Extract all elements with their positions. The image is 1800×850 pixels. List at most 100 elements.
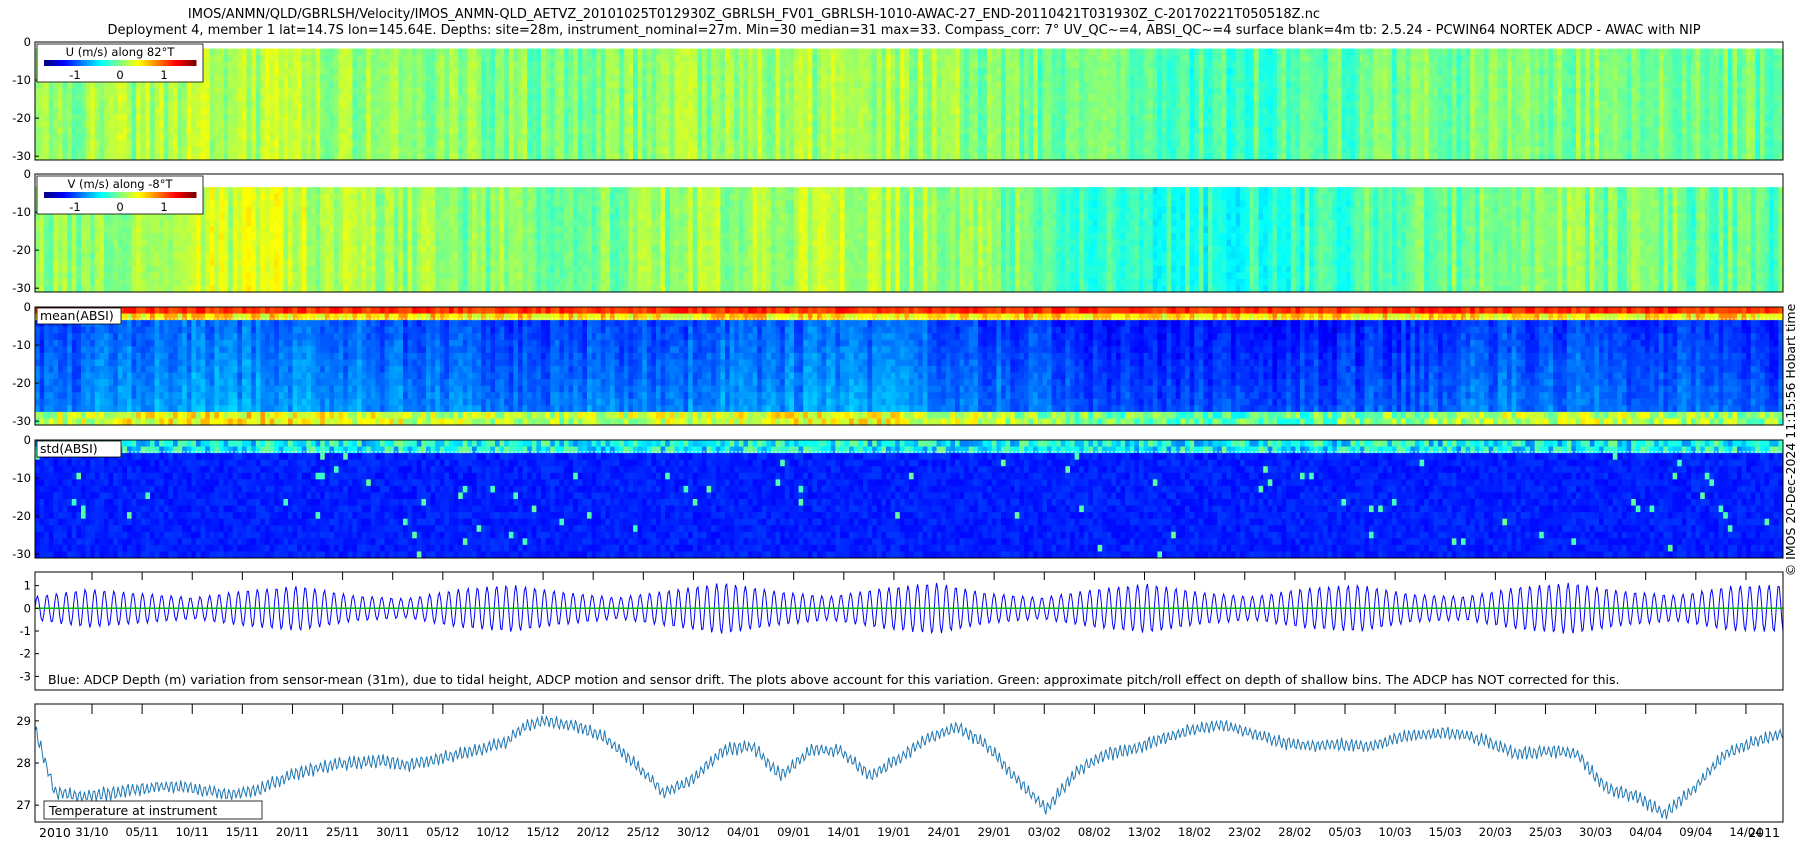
y-tick-label: 1 bbox=[24, 579, 31, 593]
v-colorbar-tick-neg: -1 bbox=[69, 200, 80, 214]
v-legend-label: V (m/s) along -8°T bbox=[68, 177, 174, 191]
y-tick-label: -10 bbox=[12, 205, 31, 219]
x-tick-label: 15/12 bbox=[526, 825, 559, 839]
y-tick-label: 0 bbox=[24, 167, 31, 181]
y-tick-label: -3 bbox=[20, 669, 31, 683]
u-colorbar-tick-pos: 1 bbox=[160, 68, 167, 82]
mean-absi-axes-frame bbox=[34, 306, 1784, 426]
x-tick-label: 20/12 bbox=[577, 825, 610, 839]
x-tick-label: 03/02 bbox=[1028, 825, 1061, 839]
panel-mean-absi: 0 -10 -20 -30 mean(ABSI) bbox=[12, 300, 1784, 428]
y-tick-label: 29 bbox=[16, 714, 31, 728]
x-tick-label: 05/03 bbox=[1328, 825, 1361, 839]
x-tick-label: 31/10 bbox=[75, 825, 108, 839]
y-tick-label: -2 bbox=[20, 647, 31, 661]
y-tick-label: -20 bbox=[12, 376, 31, 390]
y-tick-label: 0 bbox=[24, 300, 31, 314]
x-tick-label: 09/04 bbox=[1679, 825, 1712, 839]
x-tick-label: 10/11 bbox=[176, 825, 209, 839]
v-axes-frame bbox=[34, 173, 1784, 293]
y-tick-label: -10 bbox=[12, 471, 31, 485]
u-legend-label: U (m/s) along 82°T bbox=[66, 45, 176, 59]
panel-depth-variation: 1 0 -1 -2 -3 Blue: ADCP Depth (m) variation … bbox=[20, 571, 1784, 691]
y-tick-label: 28 bbox=[16, 756, 31, 770]
temperature-line bbox=[35, 714, 1783, 820]
year-label-start: 2010 bbox=[39, 825, 71, 840]
x-tick-label: 29/01 bbox=[978, 825, 1011, 839]
u-colorbar-tick-neg: -1 bbox=[69, 68, 80, 82]
x-tick-label: 14/01 bbox=[827, 825, 860, 839]
y-tick-label: -30 bbox=[12, 149, 31, 163]
year-label-end: 2011 bbox=[1748, 825, 1780, 840]
y-tick-label: -1 bbox=[20, 624, 31, 638]
x-tick-label: 05/12 bbox=[426, 825, 459, 839]
depth-y-ticks: 1 0 -1 -2 -3 bbox=[20, 579, 39, 683]
x-tick-label: 08/02 bbox=[1078, 825, 1111, 839]
x-tick-label: 23/02 bbox=[1228, 825, 1261, 839]
mean-absi-label: mean(ABSI) bbox=[40, 308, 114, 323]
temperature-x-ticks bbox=[91, 704, 1747, 714]
depth-variation-series bbox=[35, 582, 1783, 635]
y-tick-label: -20 bbox=[12, 243, 31, 257]
u-colorbar-tick-zero: 0 bbox=[116, 68, 123, 82]
x-tick-label: 18/02 bbox=[1178, 825, 1211, 839]
x-tick-label: 10/03 bbox=[1379, 825, 1412, 839]
x-tick-label: 25/03 bbox=[1529, 825, 1562, 839]
u-colorbar-legend: U (m/s) along 82°T -1 0 1 bbox=[36, 43, 204, 83]
v-colorbar-legend: V (m/s) along -8°T -1 0 1 bbox=[36, 175, 204, 215]
x-tick-label: 13/02 bbox=[1128, 825, 1161, 839]
mean-absi-heatmap bbox=[35, 307, 1783, 425]
panel-v-velocity: 0-10-20-30 V (m/s) along -8°T -1 0 1 bbox=[12, 167, 1784, 295]
x-tick-label: 04/01 bbox=[727, 825, 760, 839]
x-tick-label: 28/02 bbox=[1278, 825, 1311, 839]
y-tick-label: -30 bbox=[12, 281, 31, 295]
y-tick-label: 0 bbox=[24, 433, 31, 447]
x-tick-label: 10/12 bbox=[476, 825, 509, 839]
x-tick-label: 15/11 bbox=[226, 825, 259, 839]
timestamp-side-label: © IMOS 20-Dec-2024 11:15:56 Hobart time bbox=[1783, 303, 1798, 576]
x-tick-label: 14/04 bbox=[1729, 825, 1762, 839]
panel-temperature: 29 28 27 Temperature at instrument bbox=[16, 703, 1784, 823]
y-tick-label: -10 bbox=[12, 338, 31, 352]
x-tick-label: 25/12 bbox=[627, 825, 660, 839]
panel-std-absi: 0 -10 -20 -30 std(ABSI) bbox=[12, 433, 1784, 561]
x-tick-label: 24/01 bbox=[927, 825, 960, 839]
u-heatmap bbox=[35, 42, 1783, 160]
y-tick-label: -30 bbox=[12, 414, 31, 428]
y-tick-label: -30 bbox=[12, 547, 31, 561]
v-colorbar bbox=[44, 192, 197, 198]
v-heatmap bbox=[35, 174, 1783, 292]
v-colorbar-tick-zero: 0 bbox=[116, 200, 123, 214]
v-y-ticks: 0 -10 -20 -30 bbox=[12, 167, 39, 295]
temperature-series bbox=[35, 714, 1783, 820]
u-y-ticks: 0 -10 -20 -30 bbox=[12, 35, 39, 163]
x-tick-label: 20/03 bbox=[1479, 825, 1512, 839]
temperature-axes-background bbox=[35, 704, 1783, 822]
x-axis-date-labels: 31/10 05/11 10/11 15/11 20/11 25/11 30/11 05/12… bbox=[75, 825, 1762, 839]
figure-title-line-1: IMOS/ANMN/QLD/GBRLSH/Velocity/IMOS_ANMN-… bbox=[188, 7, 1320, 22]
temperature-y-ticks: 29 28 27 bbox=[16, 714, 39, 812]
x-tick-label: 30/03 bbox=[1579, 825, 1612, 839]
depth-x-ticks bbox=[91, 572, 1747, 580]
depth-lines bbox=[35, 582, 1783, 635]
y-tick-label: 27 bbox=[16, 798, 31, 812]
panel-u-velocity: 0 -10 -20 -30 U (m/s) along 82°T -1 0 1 bbox=[12, 35, 1784, 163]
x-tick-label: 15/03 bbox=[1429, 825, 1462, 839]
x-tick-label: 04/04 bbox=[1629, 825, 1662, 839]
v-colorbar-tick-pos: 1 bbox=[160, 200, 167, 214]
y-tick-label: 0 bbox=[24, 601, 31, 615]
std-absi-heatmap bbox=[35, 440, 1783, 558]
x-tick-label: 20/11 bbox=[276, 825, 309, 839]
x-tick-label: 30/12 bbox=[677, 825, 710, 839]
x-tick-label: 19/01 bbox=[877, 825, 910, 839]
y-tick-label: -10 bbox=[12, 73, 31, 87]
x-tick-label: 25/11 bbox=[326, 825, 359, 839]
x-tick-label: 30/11 bbox=[376, 825, 409, 839]
y-tick-label: -20 bbox=[12, 509, 31, 523]
x-tick-label: 05/11 bbox=[126, 825, 159, 839]
figure-title-line-2: Deployment 4, member 1 lat=14.7S lon=145… bbox=[107, 23, 1700, 38]
y-tick-label: -20 bbox=[12, 111, 31, 125]
temperature-annotation: Temperature at instrument bbox=[48, 803, 217, 818]
std-absi-axes-frame bbox=[34, 439, 1784, 559]
